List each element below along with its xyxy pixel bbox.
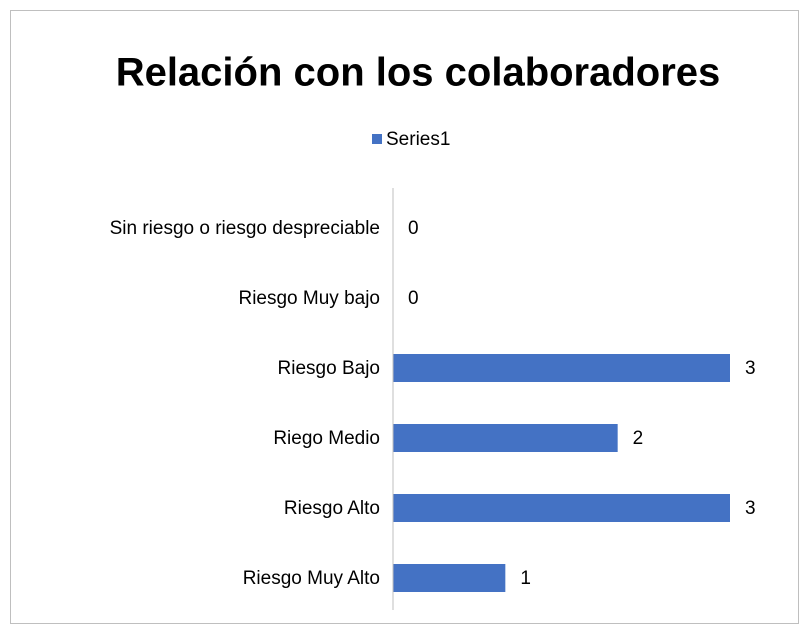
chart-title: Relación con los colaboradores	[116, 51, 721, 95]
y-tick-label: Sin riesgo o riesgo despreciable	[110, 218, 380, 239]
y-tick-label: Riesgo Alto	[284, 498, 380, 519]
data-label: 0	[408, 288, 419, 309]
y-tick-label: Riesgo Muy Alto	[243, 568, 380, 589]
bar	[393, 494, 730, 522]
y-tick-label: Riego Medio	[273, 428, 380, 449]
data-label: 0	[408, 218, 419, 239]
legend-swatch	[372, 134, 382, 144]
data-label: 2	[633, 428, 644, 449]
y-tick-label: Riesgo Muy bajo	[238, 288, 380, 309]
bar	[393, 424, 618, 452]
chart-border	[10, 10, 799, 624]
data-label: 3	[745, 498, 756, 519]
y-tick-label: Riesgo Bajo	[278, 358, 380, 379]
data-label: 3	[745, 358, 756, 379]
data-label: 1	[520, 568, 531, 589]
legend-label: Series1	[386, 129, 450, 150]
bar	[393, 564, 506, 592]
bar	[393, 354, 730, 382]
